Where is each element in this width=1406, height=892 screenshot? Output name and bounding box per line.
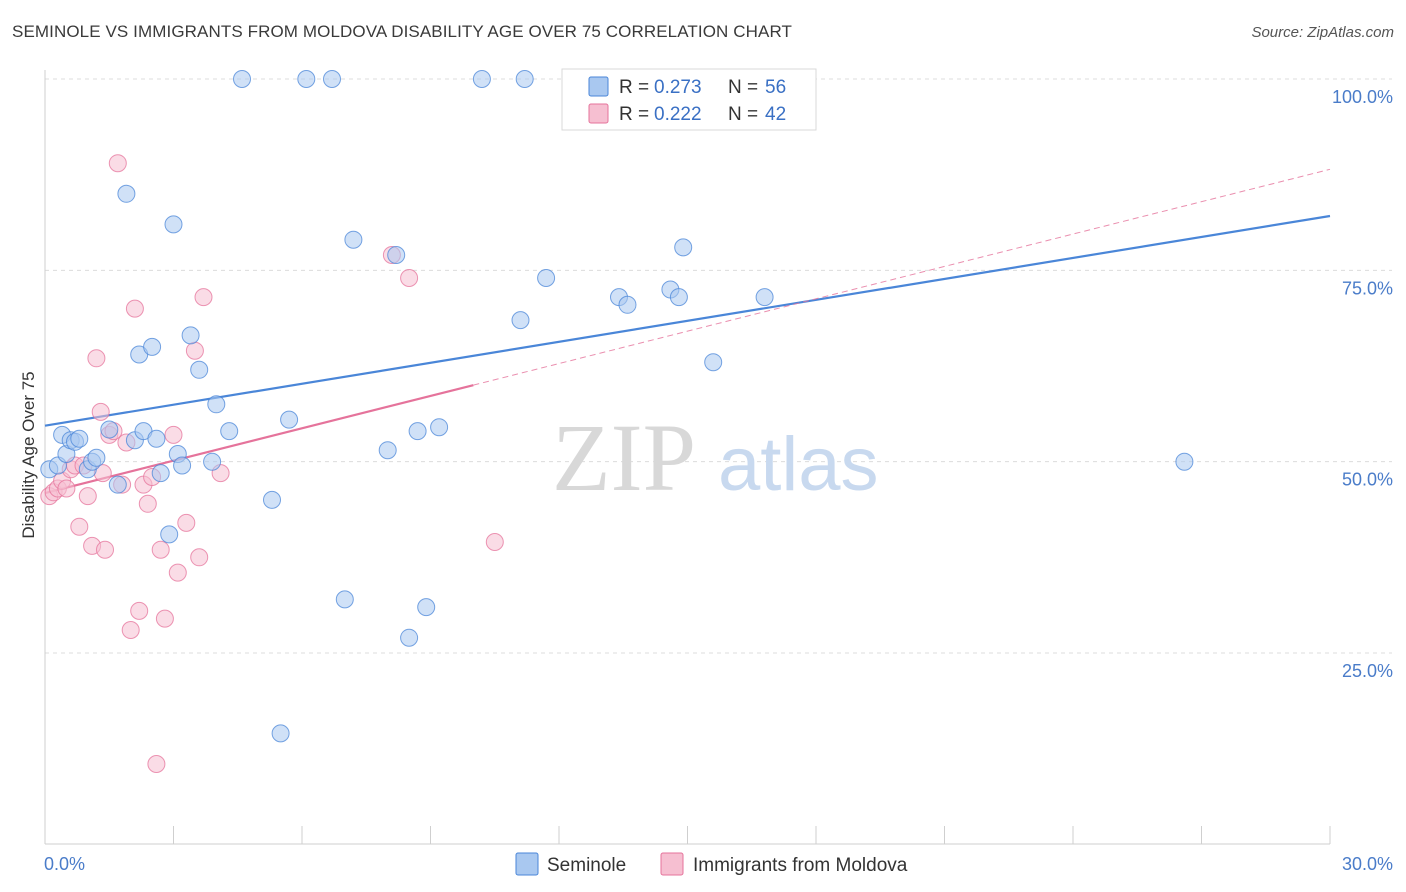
moldova-point <box>177 513 196 532</box>
legend-r-seminole: 0.273 <box>654 77 702 98</box>
seminole-point <box>618 295 637 314</box>
legend-swatch-moldova <box>588 103 609 124</box>
seminole-point <box>344 230 363 249</box>
moldova-point <box>164 425 183 444</box>
moldova-point <box>96 540 114 559</box>
seminole-point <box>1175 452 1194 471</box>
seminole-point <box>335 590 354 609</box>
moldova-point <box>125 299 144 318</box>
y-axis-title: Disability Age Over 75 <box>19 371 38 538</box>
x-tick-label-max: 30.0% <box>1342 854 1393 874</box>
seminole-point <box>430 418 449 437</box>
seminole-point <box>515 70 534 88</box>
trend-lines <box>44 168 1331 495</box>
moldova-point <box>168 563 187 582</box>
seminole-point <box>263 490 281 509</box>
y-tick-label: 75.0% <box>1342 278 1393 298</box>
moldova-point <box>70 517 89 536</box>
moldova-point <box>185 341 204 360</box>
legend-r-label-moldova: R = <box>619 104 649 125</box>
seminole-point <box>704 353 723 372</box>
seminole-point <box>164 215 183 234</box>
seminole-point <box>378 441 397 460</box>
seminole-point <box>271 724 290 743</box>
moldova-trend-line <box>44 384 474 495</box>
seminole-point <box>323 70 341 88</box>
moldova-point <box>155 609 174 628</box>
x-tick-labels: 0.0% 30.0% <box>44 854 1393 874</box>
moldova-point <box>78 487 97 506</box>
seminole-point <box>233 70 251 88</box>
bottom-legend-seminole: Seminole <box>547 855 626 876</box>
bottom-legend-swatch-seminole <box>515 852 539 876</box>
seminole-point <box>537 269 556 287</box>
bottom-legend-moldova: Immigrants from Moldova <box>693 855 908 876</box>
moldova-point <box>400 269 419 287</box>
gridlines <box>45 78 1392 654</box>
seminole-point <box>511 311 530 330</box>
legend-n-seminole: 56 <box>765 77 786 98</box>
moldova-point <box>138 494 157 513</box>
moldova-point <box>121 621 140 639</box>
seminole-point <box>408 422 427 441</box>
seminole-point <box>207 395 226 414</box>
seminole-point <box>70 429 89 448</box>
y-tick-label: 25.0% <box>1342 661 1393 681</box>
watermark-zip: ZIP <box>552 404 696 511</box>
y-tick-label: 100.0% <box>1332 87 1393 107</box>
legend-r-label-seminole: R = <box>619 77 649 98</box>
moldova-point <box>87 349 106 368</box>
seminole-point <box>100 420 119 439</box>
y-tick-labels: 25.0% 50.0% 75.0% 100.0% <box>1332 87 1393 681</box>
moldova-point <box>190 548 209 567</box>
seminole-point <box>190 360 209 379</box>
seminole-point <box>203 452 222 471</box>
legend-n-label-moldova: N = <box>728 104 758 125</box>
x-tick-label-min: 0.0% <box>44 854 85 874</box>
seminole-point <box>297 70 316 88</box>
moldova-point <box>91 402 110 421</box>
moldova-point <box>57 479 76 498</box>
seminole-point <box>173 456 192 475</box>
axes <box>44 70 1331 845</box>
moldova-point <box>194 288 213 307</box>
seminole-point <box>472 70 491 88</box>
moldova-point <box>108 154 127 173</box>
legend-swatch-seminole <box>588 76 609 97</box>
y-tick-label: 50.0% <box>1342 470 1393 490</box>
moldova-point <box>151 540 170 559</box>
seminole-point <box>387 246 406 264</box>
seminole-point <box>669 288 688 307</box>
moldova-point <box>130 601 149 620</box>
seminole-point <box>417 598 436 617</box>
seminole-point <box>108 475 127 494</box>
seminole-point <box>674 238 693 257</box>
legend-n-label-seminole: N = <box>728 77 758 98</box>
seminole-trend-line <box>44 214 1331 427</box>
seminole-point <box>151 464 170 483</box>
data-points <box>40 70 1194 773</box>
seminole-point <box>755 288 774 307</box>
seminole-point <box>147 429 166 448</box>
moldova-point <box>485 533 504 551</box>
moldova-point <box>147 755 166 773</box>
chart-title: SEMINOLE VS IMMIGRANTS FROM MOLDOVA DISA… <box>12 22 792 41</box>
seminole-point <box>400 628 419 647</box>
seminole-point <box>220 422 239 441</box>
seminole-point <box>117 184 136 203</box>
seminole-point <box>143 337 162 356</box>
seminole-point <box>181 326 200 345</box>
watermark-atlas: atlas <box>718 422 879 507</box>
legend-r-moldova: 0.222 <box>654 104 702 125</box>
bottom-legend-swatch-moldova <box>660 852 684 876</box>
seminole-point <box>280 410 299 429</box>
legend-n-moldova: 42 <box>765 104 786 125</box>
seminole-point <box>87 448 106 467</box>
seminole-point <box>160 525 179 544</box>
legend-bottom: Seminole Immigrants from Moldova <box>515 852 908 876</box>
moldova-trend-extension <box>473 168 1331 386</box>
legend-top: R = 0.273 N = 56 R = 0.222 N = 42 <box>561 68 817 131</box>
chart-source: Source: ZipAtlas.com <box>1251 24 1394 41</box>
